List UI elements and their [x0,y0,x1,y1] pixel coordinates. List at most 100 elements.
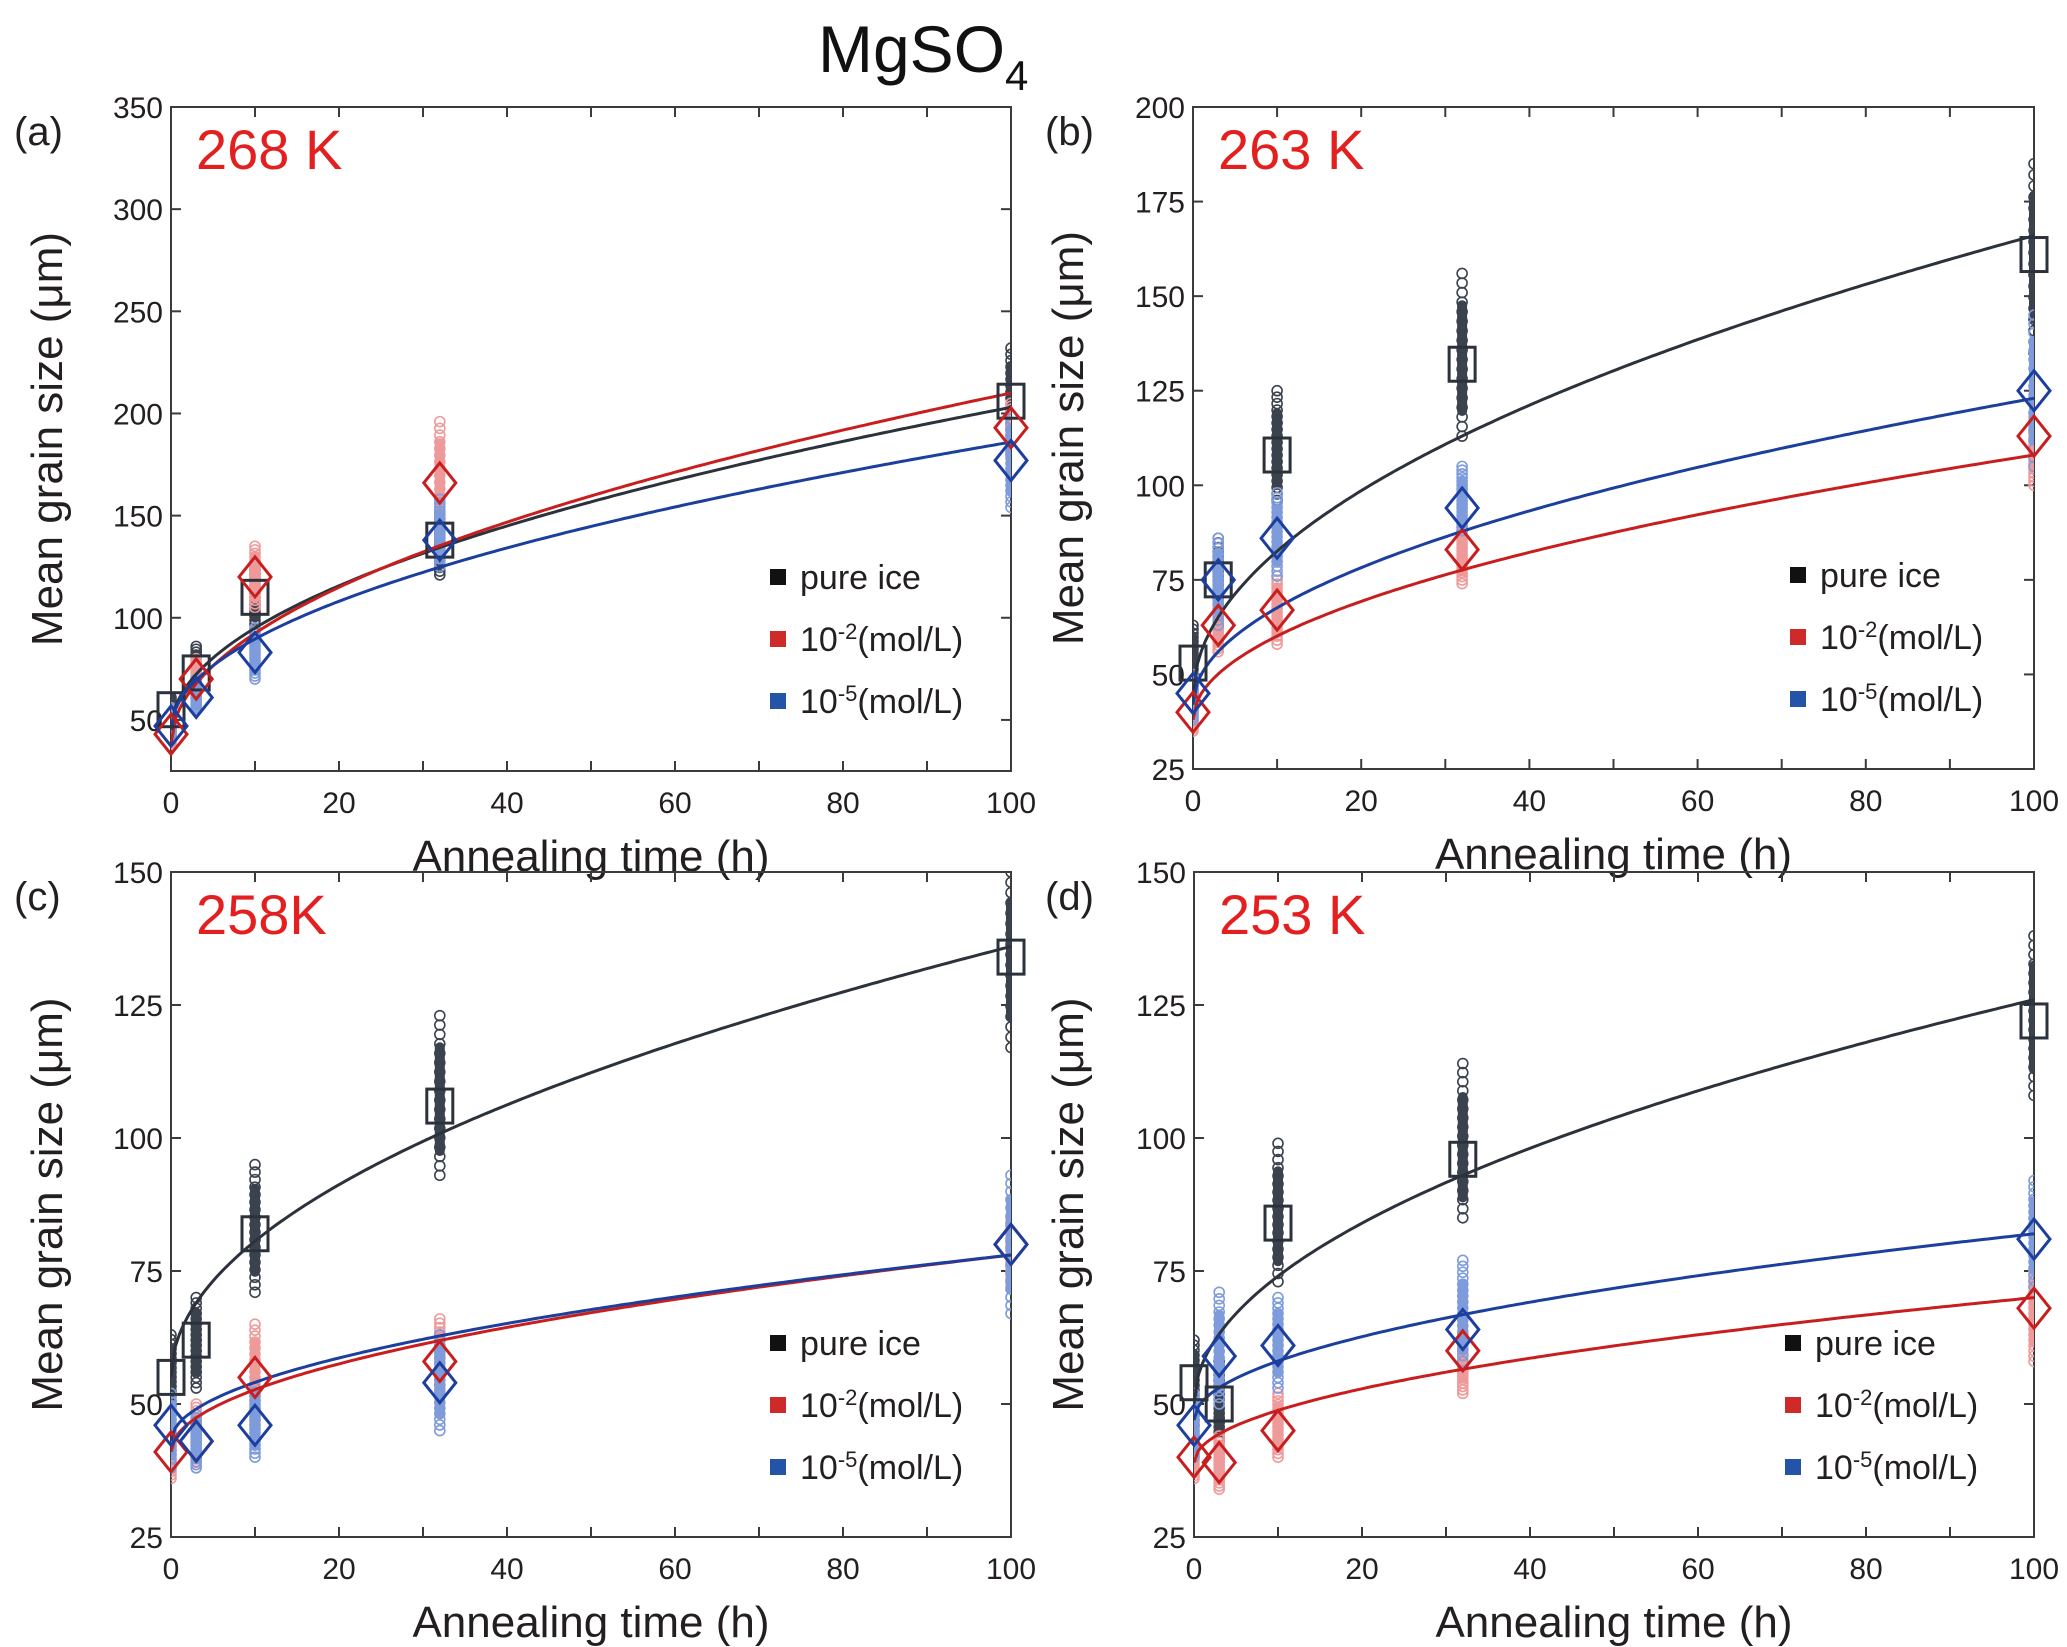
legend-label-tail: (mol/L) [857,1387,963,1425]
y-tick-label: 125 [1136,990,1186,1023]
scatter-point [2028,309,2034,321]
mean-marker-square [1179,1364,1209,1402]
mean-marker-diamond [2016,368,2052,414]
fit-curve-high_conc [1193,453,2034,721]
legend-label-pure_ice: pure ice [800,1325,921,1363]
fit-curve-low_conc [171,1253,1011,1442]
scatter-point [1457,1355,1469,1368]
scatter-point [1194,1451,1200,1463]
legend-label-sup: -5 [838,681,858,706]
legend-label-main: pure ice [800,559,921,597]
x-tick-label: 0 [163,1553,180,1586]
x-tick-label: 40 [1513,785,1546,818]
x-tick-label: 60 [1681,1553,1714,1586]
scatter-point [171,1396,177,1408]
x-tick-label: 60 [658,1553,691,1586]
scatter-point [1005,400,1011,413]
y-tick-label: 25 [1152,754,1185,787]
y-tick-label: 175 [1135,187,1185,220]
scatter-point [2028,1193,2034,1206]
y-tick-label: 250 [113,296,163,329]
scatter-point [1005,397,1011,410]
scatter-point [249,1451,261,1463]
fit-curve-pure_ice [1194,998,2034,1405]
legend-label-main: 10 [800,1449,838,1487]
scatter-point [433,1317,446,1330]
scatter-point [1213,1398,1225,1410]
legend-swatch-high_conc [1790,629,1806,645]
mean-marker-square [2019,236,2049,274]
scatter-point [2028,169,2034,181]
mean-marker-diamond [1259,515,1296,561]
temperature-label: 253 K [1219,883,1365,946]
plot-frame [170,871,1012,1538]
scatter-point [1005,490,1011,503]
legend-label-pure_ice: pure ice [800,559,921,597]
mean-marker-diamond [178,1418,215,1464]
scatter-point [433,415,446,428]
mean-marker-square [425,521,455,559]
x-tick-label: 0 [1185,785,1202,818]
mean-marker-diamond [993,438,1029,483]
mean-marker-diamond [1259,587,1296,633]
x-tick-label: 80 [1849,785,1882,818]
scatter-point [2028,958,2034,970]
x-tick-label: 20 [322,787,355,820]
scatter-point [1005,1169,1011,1182]
y-axis-title: Mean grain size (μm) [1044,997,1093,1411]
scatter-point [1194,1387,1200,1400]
scatter-point [2028,318,2034,330]
legend-label-main: pure ice [1815,1325,1936,1363]
panel-a: 0 20 40 60 80 10050100150200250300350Annealin… [14,92,1036,881]
scatter-point [2028,1274,2034,1287]
scatter-point [1193,619,1199,632]
scatter-point [1005,1010,1011,1023]
mean-marker-square [425,1087,455,1125]
scatter-point [2028,1345,2034,1357]
legend-swatch-high_conc [770,631,786,647]
legend-label-main: pure ice [1820,557,1941,595]
mean-marker-square [1263,1204,1293,1242]
fit-curve-low_conc [171,440,1011,731]
scatter-point [433,1424,446,1437]
mean-marker-square [2019,1002,2049,1040]
mean-marker-diamond [1444,485,1481,531]
figure-title-main: MgSO [818,12,1005,86]
scatter-point [2028,1174,2034,1187]
scatter-point [2028,479,2034,492]
scatter-point [1456,460,1468,473]
mean-marker-diamond [1175,670,1211,716]
x-tick-label: 40 [490,787,523,820]
scatter-point [1005,1299,1011,1312]
legend-label-tail: (mol/L) [1877,619,1983,657]
scatter-point [1005,342,1011,354]
x-tick-label: 80 [1849,1553,1882,1586]
legend-swatch-low_conc [770,1459,786,1475]
mean-marker-square [1448,1140,1478,1178]
scatter-point [1271,391,1283,403]
legend-swatch-low_conc [1785,1459,1801,1475]
mean-marker-diamond [1444,527,1481,572]
mean-marker-square [1178,644,1208,682]
mean-marker-diamond [1200,602,1237,648]
figure-title-subscript: 4 [1005,52,1028,99]
scatter-point [1005,876,1011,889]
scatter-point [1005,1291,1011,1304]
scatter-point [1005,348,1011,361]
scatter-point [249,601,261,614]
scatter-point [2028,1070,2034,1083]
mean-marker-diamond [421,1339,458,1384]
y-tick-label: 25 [130,1522,163,1555]
x-axis-title: Annealing time (h) [1435,1598,1792,1647]
scatter-point [1005,1307,1011,1320]
scatter-point [1271,638,1283,650]
legend-label-main: 10 [1820,681,1858,719]
legend-label-tail: (mol/L) [857,621,963,659]
x-axis-title: Annealing time (h) [412,1598,769,1647]
scatter-point [2028,180,2034,192]
legend-label-tail: (mol/L) [857,1449,963,1487]
temperature-label: 258K [196,883,327,946]
legend-swatch-pure_ice [770,569,786,585]
